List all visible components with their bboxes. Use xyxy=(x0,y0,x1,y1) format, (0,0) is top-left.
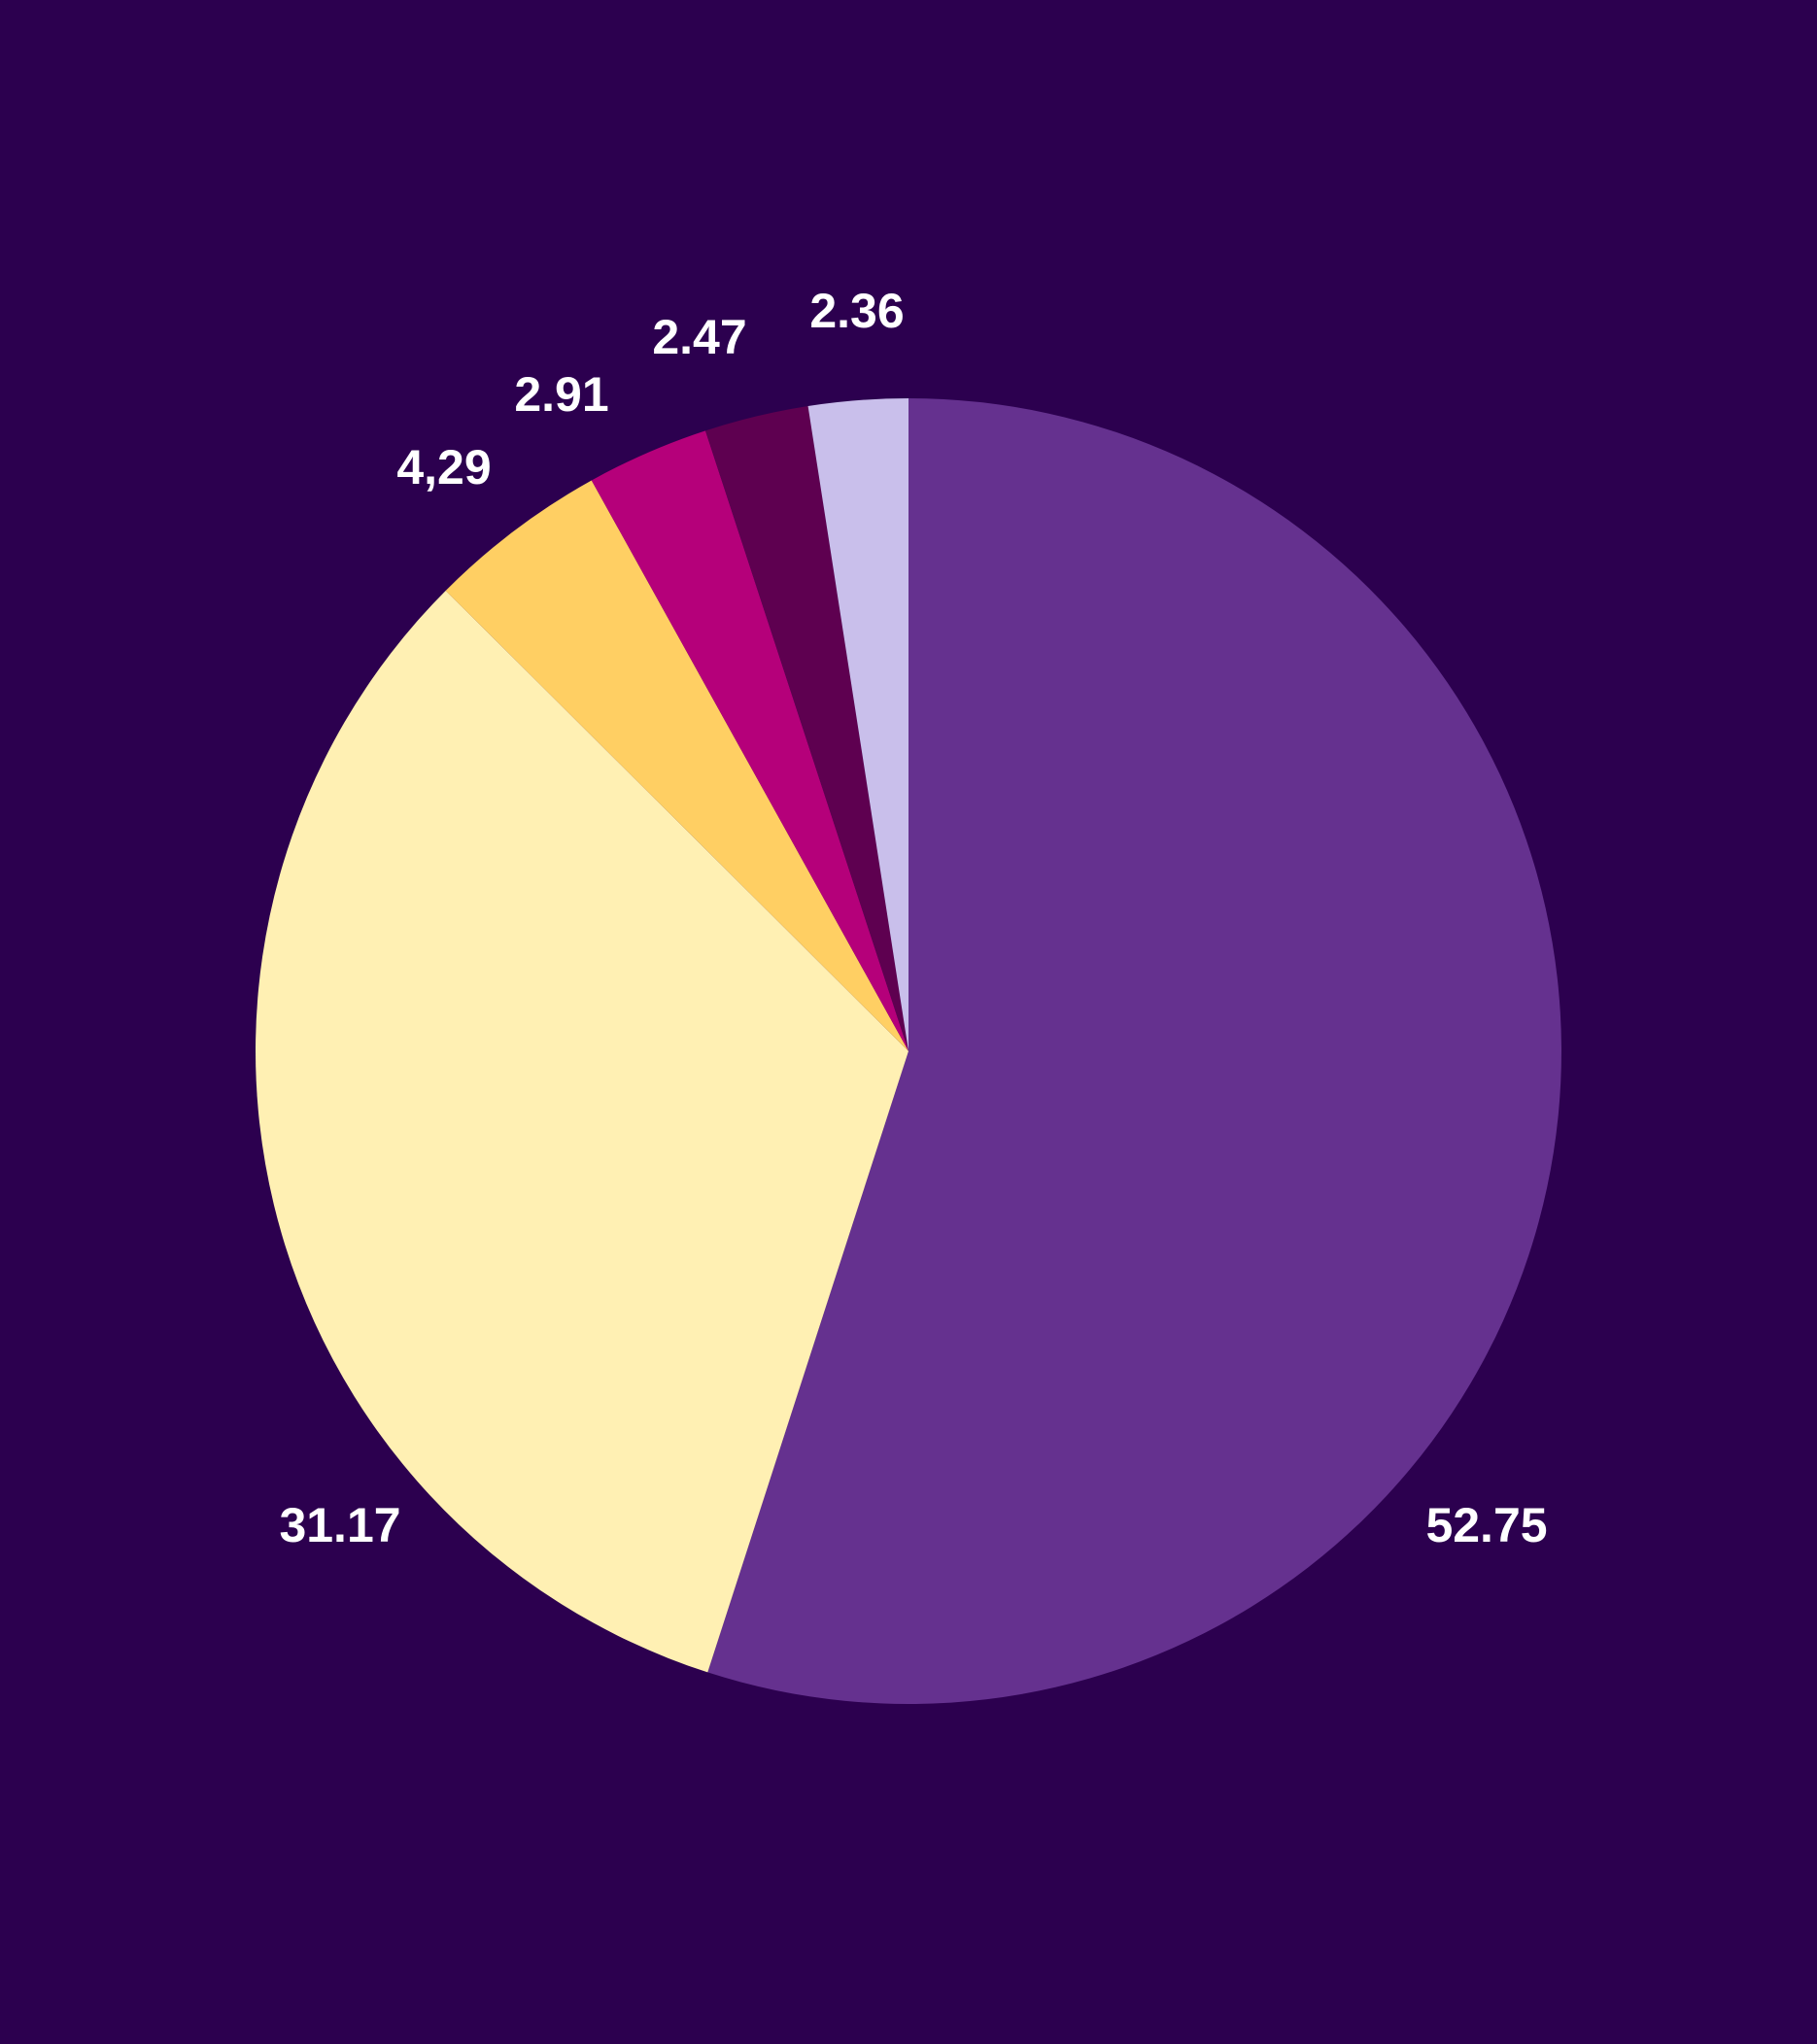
slice-label-2: 31.17 xyxy=(279,1498,400,1552)
slice-label-1: 52.75 xyxy=(1425,1498,1547,1552)
pie-slices xyxy=(255,398,1561,1704)
pie-slice-1 xyxy=(707,398,1561,1704)
pie-slice-2 xyxy=(255,590,909,1673)
slice-label-6: 2.36 xyxy=(809,284,904,338)
pie-slice-4 xyxy=(591,430,908,1052)
slice-label-5: 2.47 xyxy=(652,310,746,364)
slice-label-4: 2.91 xyxy=(514,367,608,422)
slice-label-3: 4,29 xyxy=(396,440,491,494)
pie-slice-6 xyxy=(807,398,908,1051)
pie-labels: 52.75 31.17 4,29 2.91 2.47 2.36 xyxy=(279,284,1547,1552)
pie-slice-3 xyxy=(445,480,908,1052)
pie-slice-5 xyxy=(704,406,908,1051)
